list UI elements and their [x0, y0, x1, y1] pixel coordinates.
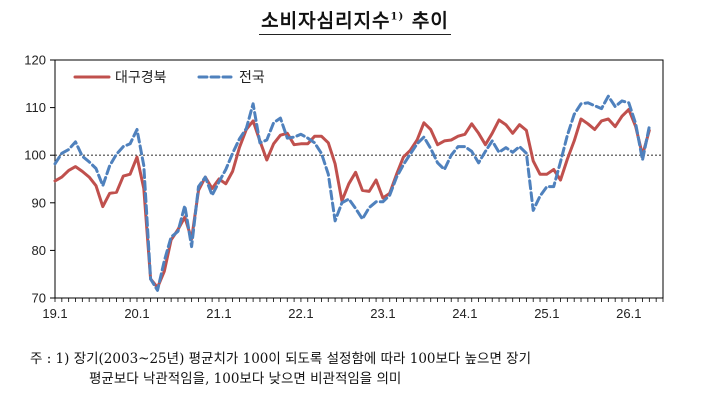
plot-area	[54, 59, 664, 299]
x-tick-label-23.1: 23.1	[370, 306, 395, 321]
title-text: 소비자심리지수1) 추이	[259, 6, 451, 35]
y-tick-label-100: 100	[24, 148, 46, 163]
chart-title: 소비자심리지수1) 추이	[0, 6, 710, 35]
x-tick-label-22.1: 22.1	[288, 306, 313, 321]
footnote-line-1: 주 : 1) 장기(2003~25년) 평균치가 100이 되도록 설정함에 따…	[30, 351, 532, 367]
title-main: 소비자심리지수	[261, 10, 391, 32]
series-line-daegu-gyeongbuk	[53, 108, 651, 289]
title-suffix: 추이	[404, 10, 449, 32]
y-tick-label-70: 70	[32, 291, 46, 306]
x-tick-label-19.1: 19.1	[42, 306, 67, 321]
legend-label-national: 전국	[239, 70, 265, 86]
y-tick-label-80: 80	[32, 243, 46, 258]
x-tick-label-26.1: 26.1	[616, 306, 641, 321]
y-tick-label-90: 90	[32, 195, 46, 210]
footnote-line-2: 평균보다 낙관적임을, 100보다 낮으면 비관적임을 의미	[89, 371, 402, 387]
line-chart: 70 80 90 100 110 120 19.1 20.1 21.1 22.1 23.1 24.1 2…	[24, 53, 664, 321]
x-tick-label-25.1: 25.1	[534, 306, 559, 321]
series-line-national	[53, 94, 651, 292]
footnote: 주 : 1) 장기(2003~25년) 평균치가 100이 되도록 설정함에 따…	[30, 349, 700, 389]
x-tick-label-24.1: 24.1	[452, 306, 477, 321]
y-tick-label-110: 110	[25, 100, 46, 115]
x-tick-label-21.1: 21.1	[206, 306, 231, 321]
x-tick-label-20.1: 20.1	[124, 306, 149, 321]
y-tick-label-120: 120	[24, 53, 46, 68]
title-footnote-marker: 1)	[390, 11, 405, 23]
legend-label-daegu-gyeongbuk: 대구경북	[115, 70, 167, 86]
